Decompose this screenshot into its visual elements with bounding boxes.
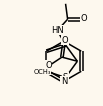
- Text: HN: HN: [51, 26, 64, 35]
- Text: O: O: [62, 36, 68, 45]
- Text: O: O: [81, 14, 87, 23]
- Text: O: O: [45, 61, 52, 70]
- Text: N: N: [61, 77, 67, 86]
- Text: S: S: [63, 73, 68, 82]
- Text: OCH₃: OCH₃: [34, 69, 51, 75]
